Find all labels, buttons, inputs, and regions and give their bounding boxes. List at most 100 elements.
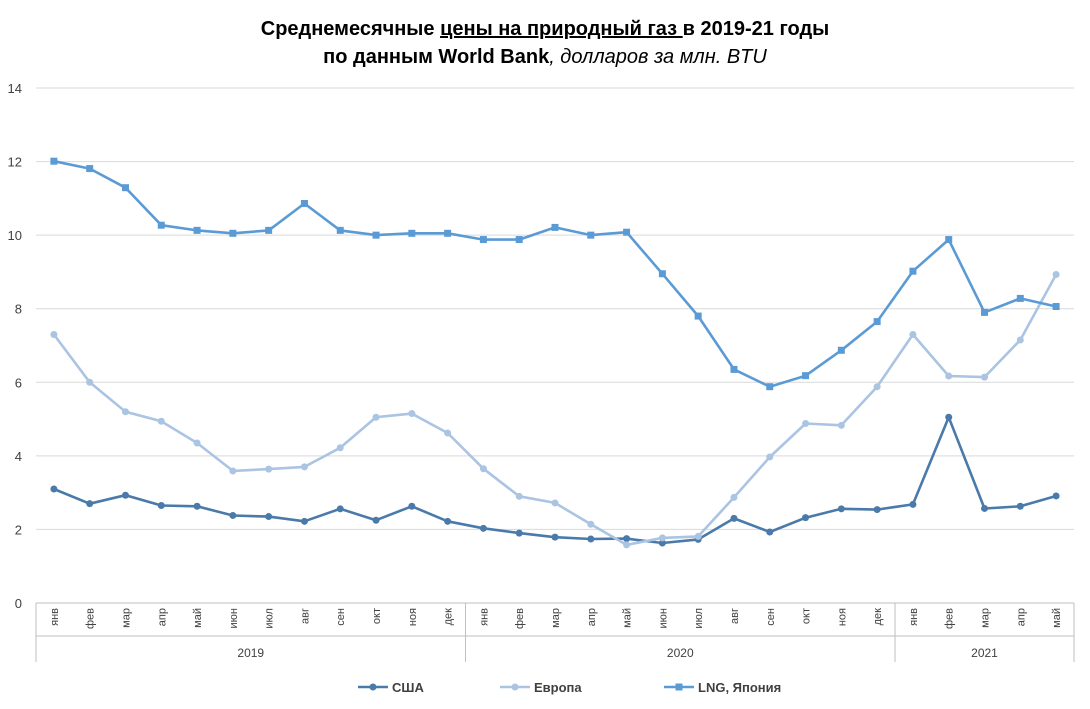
data-point (479, 465, 487, 473)
y-tick-label: 10 (8, 228, 22, 243)
data-point (945, 372, 953, 380)
data-point (1016, 294, 1024, 302)
x-tick-label: июл (693, 608, 705, 629)
data-point (873, 506, 881, 514)
data-point (265, 226, 273, 234)
data-point (336, 226, 344, 234)
data-point (909, 500, 917, 508)
data-point (909, 267, 917, 275)
data-point (515, 529, 523, 537)
data-point (945, 236, 953, 244)
x-tick-label: июн (657, 608, 669, 628)
x-tick-label: фев (85, 608, 97, 629)
data-point (981, 373, 989, 381)
x-axis: янв фев мар апр май июн июл авг сен окт ноя дек янв ф… (35, 602, 1075, 662)
x-tick-label: авг (729, 608, 741, 624)
x-tick-label: окт (371, 608, 383, 624)
data-point (300, 517, 308, 525)
data-point (802, 514, 810, 522)
data-point (730, 365, 738, 373)
data-point (658, 534, 666, 542)
data-point (837, 346, 845, 354)
data-point (265, 465, 273, 473)
data-point (121, 184, 129, 192)
data-point (408, 502, 416, 510)
data-point (444, 429, 452, 437)
data-point (86, 500, 94, 508)
data-point (730, 493, 738, 501)
data-point (121, 408, 129, 416)
legend-label: США (392, 680, 424, 695)
data-point (1052, 271, 1060, 279)
y-tick-label: 4 (15, 449, 22, 464)
x-tick-label: янв (49, 608, 61, 626)
data-point (623, 228, 631, 236)
data-point (372, 231, 380, 239)
data-point (587, 520, 595, 528)
legend-marker (675, 683, 683, 691)
data-point (694, 532, 702, 540)
x-tick-label: янв (478, 608, 490, 626)
year-label: 2020 (667, 646, 694, 660)
data-point (694, 312, 702, 320)
legend-label: LNG, Япония (698, 680, 781, 695)
data-point (1016, 336, 1024, 344)
data-point (1052, 492, 1060, 500)
data-point (193, 226, 201, 234)
data-point (444, 517, 452, 525)
year-label: 2019 (237, 646, 264, 660)
data-point (229, 229, 237, 237)
data-point (86, 165, 94, 173)
x-tick-label: апр (586, 608, 598, 626)
data-point (50, 157, 58, 165)
x-tick-label: фев (514, 608, 526, 629)
x-tick-label: ноя (836, 608, 848, 626)
series-line (52, 159, 1058, 389)
data-point (658, 270, 666, 278)
data-point (479, 236, 487, 244)
x-tick-label: сен (765, 608, 777, 626)
data-point (444, 229, 452, 237)
x-tick-label: дек (872, 608, 884, 626)
y-tick-label: 2 (15, 522, 22, 537)
data-point (981, 308, 989, 316)
x-tick-label: авг (299, 608, 311, 624)
y-tick-label: 12 (8, 155, 22, 170)
data-point (121, 491, 129, 499)
x-tick-label: сен (335, 608, 347, 626)
data-point (479, 524, 487, 532)
y-axis: 0 2 4 6 8 10 12 14 (8, 81, 22, 611)
x-tick-label: май (622, 608, 634, 628)
data-point (623, 535, 631, 543)
series-3 (50, 157, 1060, 391)
data-point (909, 330, 917, 338)
series-2 (50, 271, 1060, 549)
data-point (873, 318, 881, 326)
chart-title-line1: Среднемесячные цены на природный газ в 2… (261, 18, 830, 40)
data-point (551, 533, 559, 541)
data-point (837, 421, 845, 429)
legend-marker (511, 683, 519, 691)
data-point (300, 463, 308, 471)
legend-item: LNG, Япония (664, 680, 781, 695)
x-tick-label: дек (443, 608, 455, 626)
data-point (587, 535, 595, 543)
x-tick-label: мар (550, 608, 562, 628)
data-point (50, 330, 58, 338)
x-tick-label: апр (156, 608, 168, 626)
data-point (766, 453, 774, 461)
data-point (730, 514, 738, 522)
title-underlined-segment: цены на природный газ (440, 18, 683, 40)
data-point (658, 539, 666, 547)
chart-title-line2: по данным World Bank, долларов за млн. B… (323, 46, 767, 68)
x-tick-label: май (1051, 608, 1063, 628)
x-tick-label: мар (120, 608, 132, 628)
x-tick-label: окт (801, 608, 813, 624)
data-point (945, 413, 953, 421)
data-point (408, 229, 416, 237)
data-point (873, 383, 881, 391)
data-point (837, 505, 845, 513)
data-point (515, 236, 523, 244)
data-point (408, 410, 416, 418)
